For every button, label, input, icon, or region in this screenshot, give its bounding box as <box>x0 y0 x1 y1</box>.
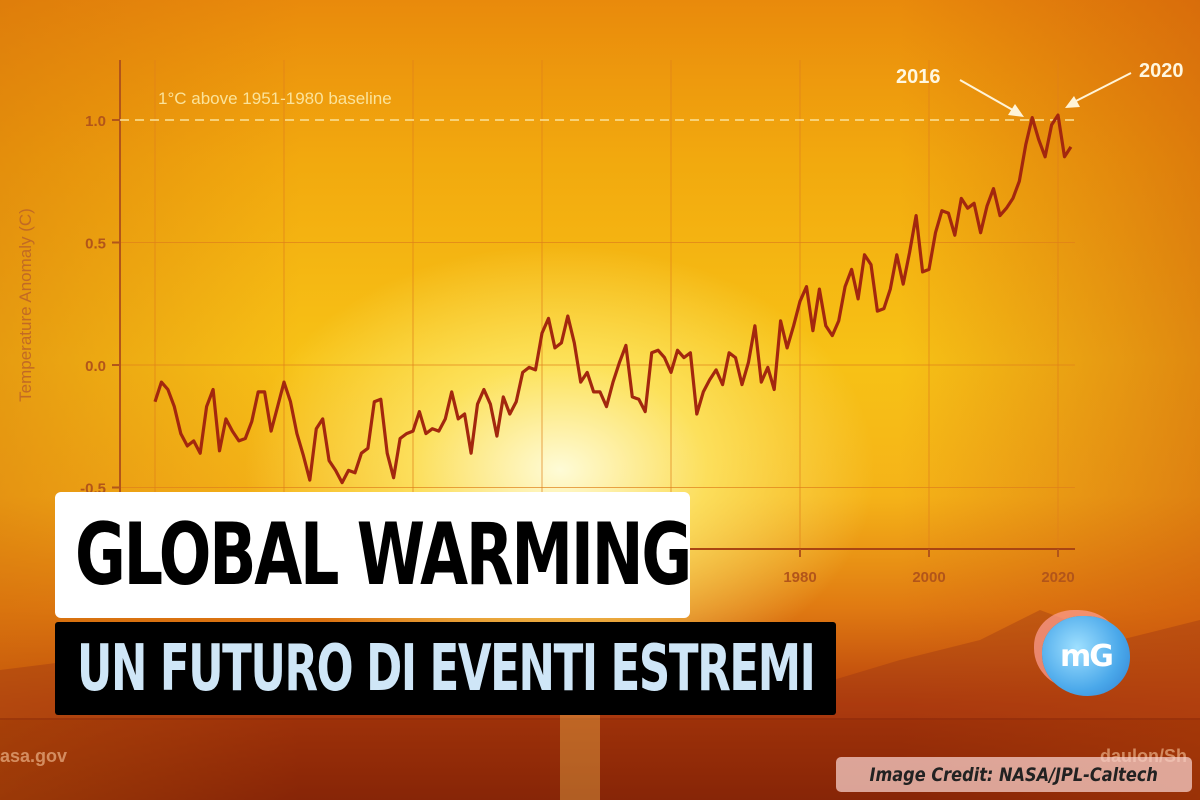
logo-icon: mG <box>1042 616 1130 696</box>
subtitle-banner: UN FUTURO DI EVENTI ESTREMI <box>55 622 836 715</box>
baseline-label: 1°C above 1951-1980 baseline <box>158 89 392 108</box>
arrow-head-2016-icon <box>1008 104 1024 117</box>
arrow-head-2020-icon <box>1065 96 1080 108</box>
image-credit-text: Image Credit: NASA/JPL-Caltech <box>869 763 1159 786</box>
anomaly-series-line <box>153 113 1073 485</box>
annotation-label-2020: 2020 <box>1139 60 1184 82</box>
y-tick-label: 1.0 <box>85 113 106 130</box>
y-axis-label: Temperature Anomaly (C) <box>16 208 35 402</box>
x-tick-label: 2000 <box>912 569 945 586</box>
x-tick-label: 1980 <box>783 569 816 586</box>
title-banner: GLOBAL WARMING <box>55 492 692 618</box>
arrow-2016 <box>959 79 1019 114</box>
y-tick-label: 0.0 <box>85 358 106 375</box>
annotation-2016: 2016 <box>896 66 1024 117</box>
logo-text: mG <box>1060 638 1114 674</box>
watermark-left: asa.gov <box>0 746 68 766</box>
y-tick-label: 0.5 <box>85 236 106 253</box>
annotation-label-2016: 2016 <box>896 66 941 88</box>
annotation-2020: 2020 <box>1065 60 1184 108</box>
x-tick-label: 2020 <box>1041 569 1074 586</box>
arrow-2020 <box>1071 72 1132 104</box>
image-credit: Image Credit: NASA/JPL-Caltech <box>836 757 1192 792</box>
title-text: GLOBAL WARMING <box>75 505 692 605</box>
subtitle-text: UN FUTURO DI EVENTI ESTREMI <box>77 631 816 706</box>
grid <box>120 60 1075 549</box>
